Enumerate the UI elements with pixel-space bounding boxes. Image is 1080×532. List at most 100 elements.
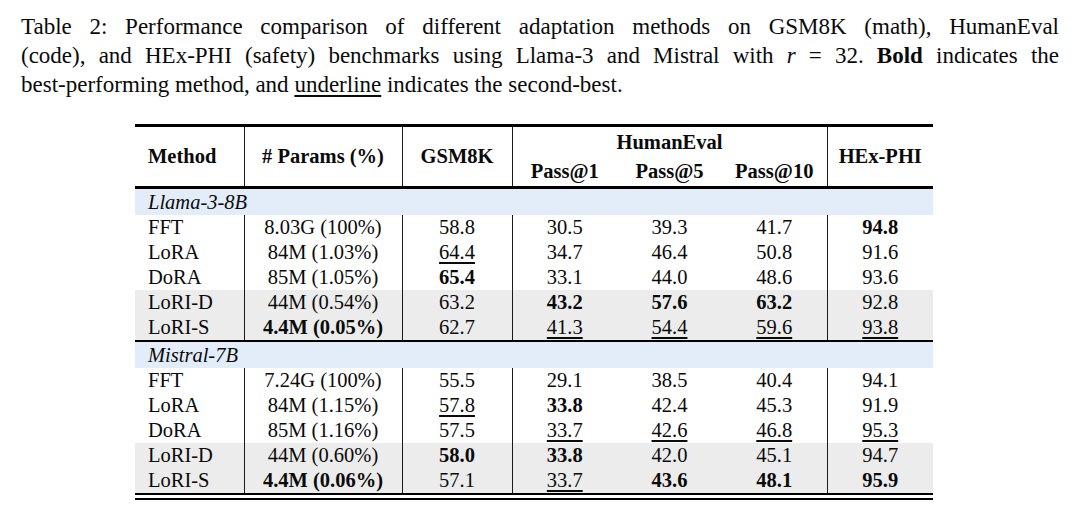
table-row: LoRI-S4.4M (0.05%)62.741.354.459.693.8 <box>135 315 933 341</box>
cell-gsm8k: 64.4 <box>402 240 512 265</box>
cell-gsm8k: 58.0 <box>402 443 512 468</box>
cell-gsm8k: 65.4 <box>402 265 512 290</box>
cell-pass10: 40.4 <box>722 368 827 393</box>
cell-method: LoRI-D <box>135 443 244 468</box>
cell-method: LoRA <box>135 393 244 418</box>
table-row: DoRA85M (1.05%)65.433.144.048.693.6 <box>135 265 933 290</box>
caption-line: Table 2: Performance comparison of diffe… <box>21 12 1059 41</box>
caption-segment: Bold <box>877 43 923 68</box>
cell-hexphi: 94.8 <box>827 215 933 240</box>
table-row: DoRA85M (1.16%)57.533.742.646.895.3 <box>135 418 933 443</box>
paper-page: Table 2: Performance comparison of diffe… <box>0 0 1080 532</box>
cell-gsm8k: 57.1 <box>402 468 512 494</box>
cell-params: 85M (1.16%) <box>244 418 402 443</box>
cell-gsm8k: 57.8 <box>402 393 512 418</box>
bottom-double-rule <box>135 498 933 500</box>
col-header-pass5: Pass@5 <box>617 157 722 188</box>
section-row: Mistral-7B <box>135 341 933 368</box>
col-header-method: Method <box>135 126 244 188</box>
cell-hexphi: 94.1 <box>827 368 933 393</box>
table-row: LoRA84M (1.03%)64.434.746.450.891.6 <box>135 240 933 265</box>
cell-method: LoRI-D <box>135 290 244 315</box>
cell-method: FFT <box>135 368 244 393</box>
cell-hexphi: 92.8 <box>827 290 933 315</box>
cell-params: 44M (0.60%) <box>244 443 402 468</box>
cell-pass1: 34.7 <box>512 240 617 265</box>
cell-params: 85M (1.05%) <box>244 265 402 290</box>
cell-pass1: 33.8 <box>512 443 617 468</box>
table-body: Llama-3-8BFFT8.03G (100%)58.830.539.341.… <box>135 188 933 495</box>
cell-pass10: 59.6 <box>722 315 827 341</box>
cell-hexphi: 93.6 <box>827 265 933 290</box>
caption-segment: indicates the second-best. <box>381 72 622 97</box>
cell-pass1: 33.7 <box>512 418 617 443</box>
cell-pass1: 33.1 <box>512 265 617 290</box>
table-row: LoRA84M (1.15%)57.833.842.445.391.9 <box>135 393 933 418</box>
cell-method: LoRA <box>135 240 244 265</box>
table-caption: Table 2: Performance comparison of diffe… <box>21 12 1059 99</box>
cell-pass5: 54.4 <box>617 315 722 341</box>
cell-hexphi: 91.9 <box>827 393 933 418</box>
cell-pass1: 43.2 <box>512 290 617 315</box>
cell-pass5: 38.5 <box>617 368 722 393</box>
cell-pass10: 48.1 <box>722 468 827 494</box>
caption-line: best-performing method, and underline in… <box>21 70 1059 99</box>
cell-gsm8k: 57.5 <box>402 418 512 443</box>
cell-pass10: 63.2 <box>722 290 827 315</box>
col-header-hexphi: HEx-PHI <box>827 126 933 188</box>
cell-pass5: 57.6 <box>617 290 722 315</box>
table-row: FFT7.24G (100%)55.529.138.540.494.1 <box>135 368 933 393</box>
cell-params: 44M (0.54%) <box>244 290 402 315</box>
cell-method: LoRI-S <box>135 315 244 341</box>
cell-params: 84M (1.15%) <box>244 393 402 418</box>
cell-pass1: 30.5 <box>512 215 617 240</box>
caption-segment: Table 2: Performance comparison of diffe… <box>21 14 1059 39</box>
results-table: Method # Params (%) GSM8K HumanEval HEx-… <box>135 124 933 495</box>
cell-pass10: 48.6 <box>722 265 827 290</box>
caption-segment: (code), and HEx-PHI (safety) benchmarks … <box>21 43 787 68</box>
cell-params: 84M (1.03%) <box>244 240 402 265</box>
cell-hexphi: 93.8 <box>827 315 933 341</box>
table-header: Method # Params (%) GSM8K HumanEval HEx-… <box>135 126 933 188</box>
table-row: LoRI-D44M (0.54%)63.243.257.663.292.8 <box>135 290 933 315</box>
col-group-humaneval: HumanEval <box>512 126 827 158</box>
caption-segment: r <box>787 43 796 68</box>
col-header-gsm8k: GSM8K <box>402 126 512 188</box>
cell-pass5: 46.4 <box>617 240 722 265</box>
cell-gsm8k: 55.5 <box>402 368 512 393</box>
cell-pass1: 29.1 <box>512 368 617 393</box>
cell-method: DoRA <box>135 418 244 443</box>
col-header-pass1: Pass@1 <box>512 157 617 188</box>
cell-pass5: 39.3 <box>617 215 722 240</box>
section-label: Llama-3-8B <box>135 188 933 216</box>
cell-hexphi: 95.9 <box>827 468 933 494</box>
cell-pass5: 43.6 <box>617 468 722 494</box>
cell-params: 8.03G (100%) <box>244 215 402 240</box>
caption-segment: indicates the <box>923 43 1059 68</box>
cell-params: 4.4M (0.05%) <box>244 315 402 341</box>
cell-pass1: 33.8 <box>512 393 617 418</box>
col-header-pass10: Pass@10 <box>722 157 827 188</box>
cell-hexphi: 94.7 <box>827 443 933 468</box>
cell-params: 7.24G (100%) <box>244 368 402 393</box>
table-row: FFT8.03G (100%)58.830.539.341.794.8 <box>135 215 933 240</box>
cell-pass10: 46.8 <box>722 418 827 443</box>
cell-gsm8k: 63.2 <box>402 290 512 315</box>
table-row: LoRI-S4.4M (0.06%)57.133.743.648.195.9 <box>135 468 933 494</box>
cell-method: LoRI-S <box>135 468 244 494</box>
cell-method: FFT <box>135 215 244 240</box>
cell-params: 4.4M (0.06%) <box>244 468 402 494</box>
cell-pass1: 41.3 <box>512 315 617 341</box>
caption-line: (code), and HEx-PHI (safety) benchmarks … <box>21 41 1059 70</box>
cell-pass10: 41.7 <box>722 215 827 240</box>
cell-pass10: 45.1 <box>722 443 827 468</box>
cell-pass5: 44.0 <box>617 265 722 290</box>
caption-segment: = 32. <box>796 43 877 68</box>
section-label: Mistral-7B <box>135 341 933 368</box>
table-row: LoRI-D44M (0.60%)58.033.842.045.194.7 <box>135 443 933 468</box>
cell-gsm8k: 62.7 <box>402 315 512 341</box>
cell-pass1: 33.7 <box>512 468 617 494</box>
cell-method: DoRA <box>135 265 244 290</box>
cell-pass5: 42.4 <box>617 393 722 418</box>
cell-hexphi: 95.3 <box>827 418 933 443</box>
